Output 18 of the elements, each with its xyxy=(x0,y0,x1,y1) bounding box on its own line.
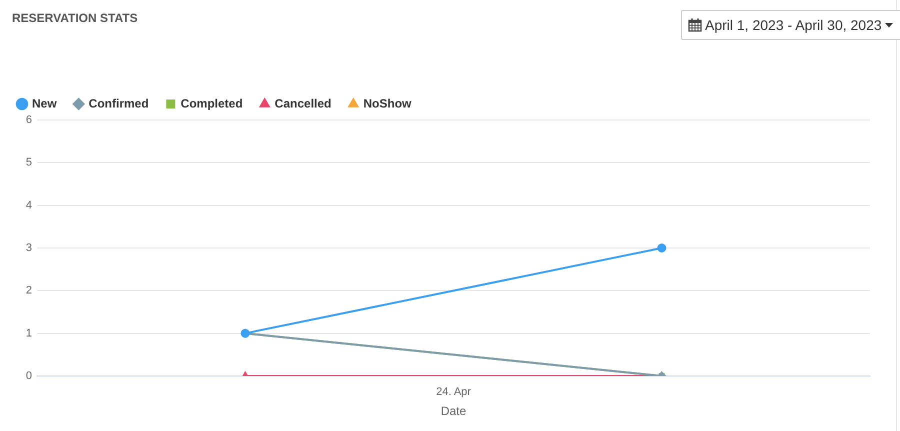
legend-label: NoShow xyxy=(363,96,412,110)
y-tick-label: 4 xyxy=(26,199,32,212)
y-tick-label: 0 xyxy=(26,370,32,382)
y-tick-label: 3 xyxy=(26,242,32,254)
y-tick-label: 6 xyxy=(26,114,32,126)
y-tick-label: 1 xyxy=(26,327,32,340)
legend-label: New xyxy=(32,96,58,110)
legend-label: Confirmed xyxy=(88,96,149,110)
point xyxy=(657,244,666,252)
date-range-picker: April 1, 2023 - April 30, 2023 xyxy=(681,10,900,40)
legend-label: Cancelled xyxy=(274,96,332,110)
chart-title: RESERVATION STATS xyxy=(12,11,138,25)
x-axis-title: Date xyxy=(440,404,466,418)
chart-subtitle: April 1, 2023 - April 30, 2023 xyxy=(705,17,882,33)
y-tick-label: 2 xyxy=(26,284,32,297)
legend-label: Completed xyxy=(180,96,243,110)
y-tick-label: 5 xyxy=(26,156,32,169)
text: 24. Apr xyxy=(436,386,472,398)
